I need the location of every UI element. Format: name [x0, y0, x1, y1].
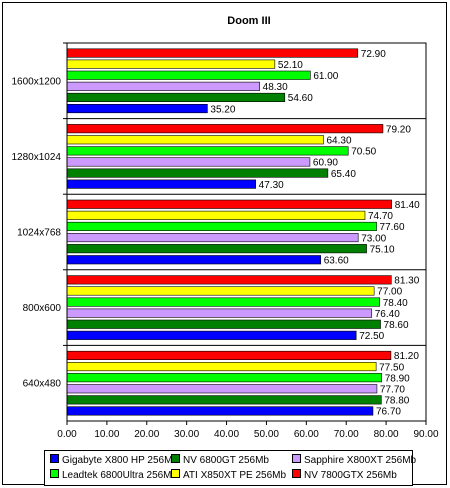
x-tick-label: 0.00: [57, 429, 77, 440]
legend-swatch: [50, 454, 59, 463]
legend-swatch: [171, 469, 180, 478]
data-label: 79.20: [386, 124, 411, 135]
category-label: 640x480: [23, 379, 62, 390]
data-label: 78.60: [384, 320, 409, 331]
data-label: 63.60: [324, 256, 349, 267]
data-label: 47.30: [259, 180, 284, 191]
x-tick-label: 90.00: [413, 429, 438, 440]
bar: [66, 330, 357, 340]
bar: [66, 233, 359, 243]
bar: [66, 395, 382, 405]
data-label: 74.70: [368, 211, 393, 222]
plot-border: [66, 42, 427, 422]
data-label: 76.40: [375, 309, 400, 320]
data-label: 81.20: [394, 351, 419, 362]
bar: [66, 146, 349, 156]
data-label: 77.60: [380, 222, 405, 233]
data-label: 72.90: [361, 49, 386, 60]
legend-item: NV 7800GTX 256Mb: [292, 469, 397, 483]
legend: Gigabyte X800 HP 256Mb NV 6800GT 256Mb Sap…: [44, 450, 416, 486]
bar: [66, 48, 359, 58]
data-label: 81.40: [395, 200, 420, 211]
x-tick-label: 80.00: [374, 429, 399, 440]
data-label: 78.40: [383, 298, 408, 309]
legend-label: NV 6800GT 256Mb: [183, 455, 269, 466]
category-label: 1600x1200: [12, 76, 62, 87]
bar: [66, 255, 321, 265]
bar: [66, 308, 373, 318]
data-label: 77.70: [380, 385, 405, 396]
chart-title: Doom III: [227, 15, 270, 27]
legend-item: ATI X850XT PE 256Mb: [171, 469, 286, 483]
legend-label: NV 7800GTX 256Mb: [304, 470, 397, 481]
bar: [66, 210, 366, 220]
data-label: 52.10: [278, 60, 303, 71]
bar: [66, 59, 276, 69]
data-label: 48.30: [263, 82, 288, 93]
x-tick-label: 40.00: [214, 429, 239, 440]
x-tick-label: 70.00: [334, 429, 359, 440]
x-tick-label: 60.00: [294, 429, 319, 440]
category-label: 1280x1024: [12, 152, 62, 163]
data-label: 73.00: [361, 233, 386, 244]
data-label: 77.00: [377, 287, 402, 298]
data-label: 77.50: [379, 362, 404, 373]
legend-label: ATI X850XT PE 256Mb: [183, 470, 287, 481]
bar: [66, 104, 208, 114]
data-label: 70.50: [351, 147, 376, 158]
legend-item: Gigabyte X800 HP 256Mb: [50, 454, 178, 468]
legend-label: Leadtek 6800Ultra 256Mb: [62, 470, 178, 481]
legend-item: NV 6800GT 256Mb: [171, 454, 269, 468]
category-label: 1024x768: [17, 228, 61, 239]
bar: [66, 297, 381, 307]
legend-item: Sapphire X800XT 256Mb: [292, 454, 416, 468]
category-label: 800x600: [23, 303, 62, 314]
x-tick-label: 20.00: [134, 429, 159, 440]
legend-swatch: [292, 454, 301, 463]
bar: [66, 157, 311, 167]
legend-label: Gigabyte X800 HP 256Mb: [62, 455, 179, 466]
legend-label: Sapphire X800XT 256Mb: [304, 455, 417, 466]
x-tick-label: 50.00: [254, 429, 279, 440]
x-tick-label: 10.00: [94, 429, 119, 440]
bar: [66, 384, 378, 394]
legend-swatch: [50, 469, 59, 478]
bar: [66, 244, 367, 254]
bar: [66, 179, 256, 189]
bar: [66, 350, 392, 361]
bar: [66, 92, 286, 102]
bar-chart: Doom III 1600x1200 72.90 52.10 61.00 48.3054…: [12, 15, 439, 440]
bar: [66, 168, 329, 178]
data-label: 35.20: [210, 104, 235, 115]
legend-item: Leadtek 6800Ultra 256Mb: [50, 469, 177, 483]
bar: [66, 81, 260, 91]
bar: [66, 286, 375, 296]
data-label: 60.90: [313, 158, 338, 169]
bar: [66, 406, 374, 416]
bar: [66, 373, 383, 383]
bar: [66, 275, 392, 285]
data-label: 61.00: [313, 71, 338, 82]
data-label: 65.40: [331, 169, 356, 180]
legend-swatch: [292, 469, 301, 478]
data-label: 64.30: [326, 136, 351, 147]
data-label: 76.70: [376, 407, 401, 418]
bar: [66, 124, 384, 134]
data-label: 75.10: [370, 244, 395, 255]
data-label: 78.90: [385, 373, 410, 384]
bar: [66, 70, 311, 80]
legend-swatch: [171, 454, 180, 463]
bar: [66, 361, 377, 372]
bar: [66, 135, 324, 145]
data-label: 78.80: [384, 396, 409, 407]
data-label: 72.50: [359, 331, 384, 342]
data-label: 54.60: [288, 93, 313, 104]
data-label: 81.30: [394, 276, 419, 287]
bar: [66, 199, 392, 209]
x-tick-label: 30.00: [174, 429, 199, 440]
bar: [66, 319, 381, 329]
bar: [66, 221, 377, 231]
